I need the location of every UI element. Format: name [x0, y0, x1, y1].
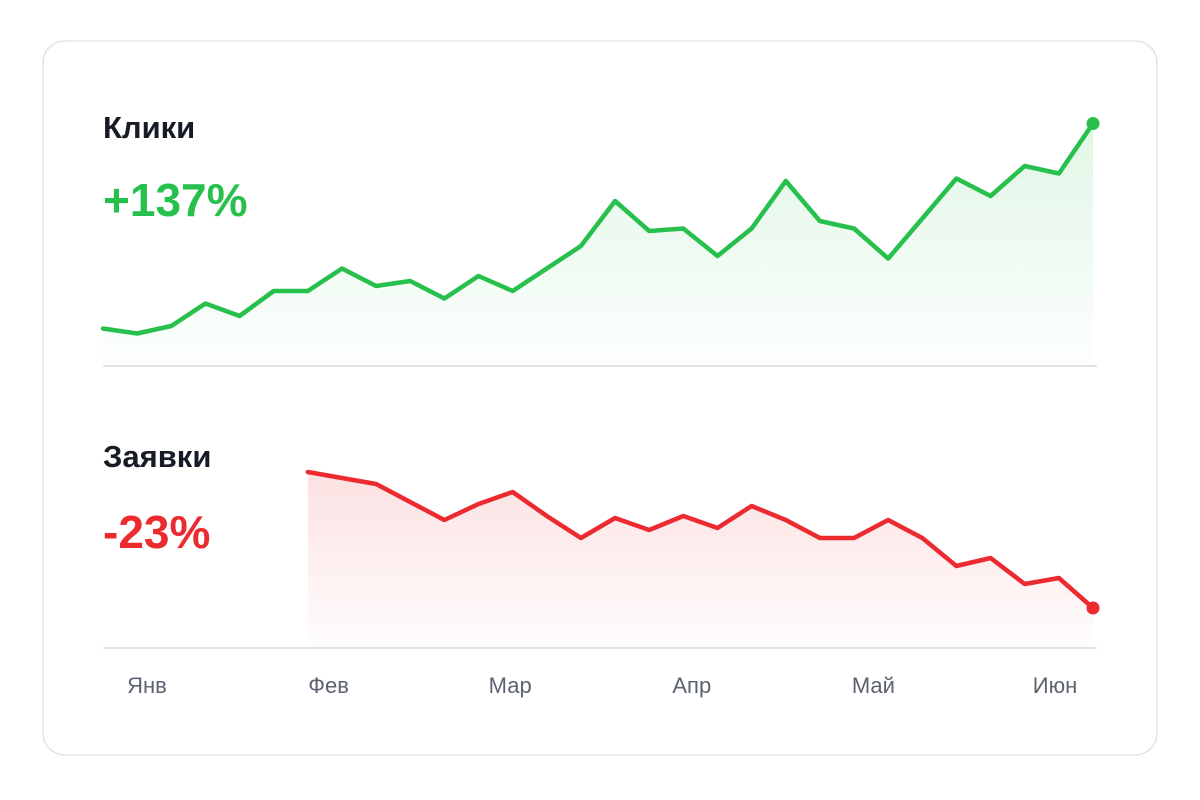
month-label: Янв — [127, 673, 167, 698]
metric-title: Клики — [103, 110, 195, 145]
metric-title: Заявки — [103, 439, 211, 474]
metric-change: -23% — [103, 506, 210, 558]
area — [307, 472, 1093, 648]
month-label: Апр — [672, 673, 711, 698]
end-dot — [1086, 601, 1100, 615]
metric-change: +137% — [103, 174, 248, 226]
end-dot — [1086, 117, 1100, 130]
month-label: Май — [852, 673, 895, 698]
month-label: Фев — [308, 673, 349, 698]
area — [103, 123, 1093, 366]
line — [305, 469, 1096, 611]
line — [100, 121, 1096, 336]
month-label: Мар — [489, 673, 532, 698]
month-label: Июн — [1033, 673, 1077, 698]
